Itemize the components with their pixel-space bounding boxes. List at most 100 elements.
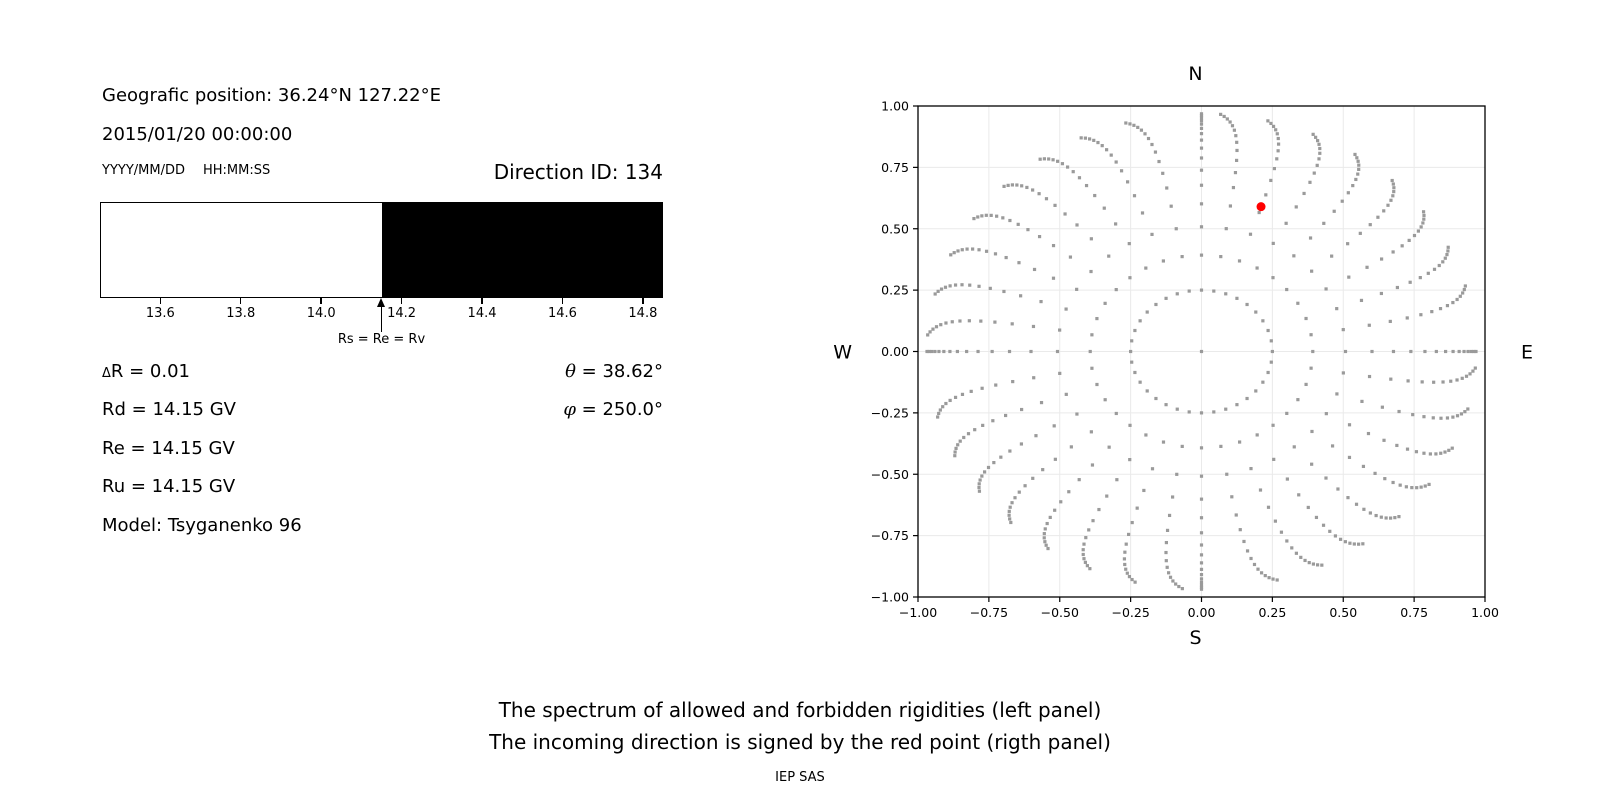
direction-dot [1109,153,1113,157]
direction-dot [1451,349,1455,354]
direction-dot [1053,203,1057,207]
direction-dot [1310,269,1314,273]
direction-dot [926,333,930,337]
direction-dot [1154,302,1158,307]
direction-dot [1307,561,1311,565]
direction-dot [1343,349,1348,354]
direction-dot [992,460,996,465]
direction-dot [1271,577,1275,581]
x-tick-label: 0.25 [1258,605,1286,620]
direction-dot [1175,292,1179,296]
direction-dot [1461,291,1465,295]
direction-dot [1224,292,1228,296]
direction-dot [1009,520,1013,525]
direction-dot [1187,289,1191,293]
direction-dot [1468,372,1472,376]
direction-dot [1328,529,1332,533]
direction-dot [1389,516,1393,520]
direction-dot [1199,156,1204,160]
direction-dot [1271,276,1275,280]
spectrum-tick-mark [320,298,322,304]
direction-dot [1292,445,1296,449]
direction-dot [1077,176,1082,180]
direction-dot [1460,376,1464,380]
direction-dot [1315,563,1320,567]
direction-dot [986,465,991,470]
direction-dot [1081,552,1085,557]
direction-dot [1324,476,1328,480]
direction-dot [1367,323,1371,327]
direction-dot [1445,253,1449,257]
direction-dot [1315,163,1319,167]
compass-label-west: W [833,342,852,364]
param-ru: Ru = 14.15 GV [102,476,236,497]
direction-dot [1258,488,1263,492]
direction-dot [1135,506,1139,510]
direction-dot [1437,263,1441,268]
direction-dot [1379,257,1384,261]
direction-dot [1269,121,1273,126]
direction-dot [1123,550,1127,554]
direction-dot [1150,467,1155,471]
direction-dot [1296,301,1300,305]
center-dot [1199,349,1204,354]
direction-dot [1444,349,1448,354]
direction-dot [1087,528,1091,532]
direction-dot [1144,433,1148,437]
direction-dot [1314,135,1318,139]
direction-dot [1015,183,1019,187]
direction-dot [960,248,964,252]
direction-dot [1222,114,1226,119]
direction-dot [1462,349,1466,354]
direction-dot [1426,271,1430,275]
x-tick-label: −0.50 [1041,605,1079,620]
direction-dot [1266,505,1271,509]
direction-dot [1360,399,1364,404]
direction-dot [1273,519,1277,523]
direction-dot [1407,238,1411,243]
direction-dot [1270,349,1274,354]
direction-dot [1419,485,1423,489]
direction-dot [1382,438,1386,442]
direction-dot [1422,213,1426,218]
direction-dot [1064,307,1068,311]
direction-dot [1171,579,1175,583]
direction-dot [1376,215,1380,219]
direction-dot [1422,415,1426,419]
direction-dot [1275,132,1279,136]
x-tick-label: −0.75 [970,605,1008,620]
direction-dot [1242,539,1246,544]
direction-dot [1128,122,1132,126]
direction-dot [1031,476,1035,480]
direction-dot [1037,234,1042,239]
direction-dot [1432,267,1437,271]
direction-dot [1391,182,1395,186]
direction-dot [1010,322,1014,326]
direction-dot [1299,555,1303,559]
direction-dot [1161,440,1166,444]
direction-dot [949,253,953,257]
direction-dot [1199,138,1204,142]
direction-dot [1351,183,1355,188]
direction-dot [1150,232,1154,237]
direction-dot [1311,349,1315,354]
direction-dot [1008,517,1012,521]
direction-dot [1199,112,1204,116]
direction-dot [979,319,983,323]
direction-dot [1031,324,1036,329]
direction-dot [1167,571,1171,575]
direction-dot [1285,477,1289,481]
direction-dot [1346,242,1350,246]
direction-dot [1235,158,1239,163]
direction-dot [1169,204,1173,208]
direction-dot [1355,156,1359,160]
spectrum-tick-mark [481,298,483,304]
direction-dot [969,389,973,393]
y-tick-label: 0.50 [881,221,909,236]
direction-dot [1324,412,1328,416]
direction-dot [1317,142,1321,146]
direction-dot [1384,516,1388,520]
direction-dot [1045,521,1049,526]
caption-credit: IEP SAS [775,770,825,785]
direction-dot [1245,549,1250,553]
